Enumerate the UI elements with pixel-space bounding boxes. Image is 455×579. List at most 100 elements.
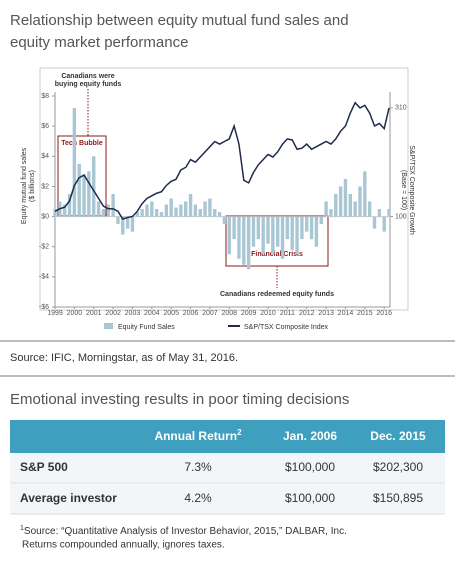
bar	[188, 193, 193, 217]
column-header: Annual Return2	[154, 428, 242, 443]
cell: 4.2%	[184, 491, 212, 505]
annotation: Canadians redeemed equity funds	[220, 291, 334, 298]
x-tick-label: 2013	[318, 310, 334, 317]
bar	[309, 216, 314, 240]
plot-frame	[39, 67, 409, 311]
bar	[213, 209, 217, 217]
table-header	[10, 420, 445, 453]
y-tick-label: -$2	[39, 244, 49, 251]
bar	[290, 216, 294, 250]
annotation-box	[57, 135, 107, 217]
x-tick-label: 1999	[47, 310, 63, 317]
bar	[348, 193, 352, 217]
legend-swatch	[104, 323, 113, 329]
bar	[242, 216, 246, 265]
x-tick-label: 2003	[125, 310, 141, 317]
y2-axis-label: (Base = 100)	[400, 170, 407, 210]
bar	[67, 193, 72, 217]
x-tick-label: 2004	[144, 310, 160, 317]
x-tick-label: 2012	[299, 310, 315, 317]
bar	[82, 174, 86, 217]
x-tick-label: 2015	[357, 310, 373, 317]
cell: $202,300	[373, 460, 423, 474]
bar	[154, 209, 159, 217]
bar	[106, 204, 110, 217]
bar	[343, 178, 348, 217]
bar	[382, 216, 386, 232]
bar	[135, 212, 139, 217]
cell: $100,000	[285, 460, 335, 474]
bar	[280, 216, 285, 259]
bar	[169, 198, 173, 217]
legend-label: Equity Fund Sales	[118, 324, 175, 331]
bar	[150, 201, 154, 217]
table-title: Emotional investing results in poor timi…	[10, 391, 349, 408]
x-tick-label: 2014	[338, 310, 354, 317]
y2-tick-label: 310	[395, 105, 407, 112]
column-header: Dec. 2015	[370, 429, 426, 443]
bar	[125, 216, 130, 229]
bar	[295, 216, 299, 255]
annotation: Tech Bubble	[61, 140, 103, 147]
bar	[305, 216, 309, 232]
bar	[251, 216, 256, 247]
footnote-marker: 1	[20, 525, 24, 532]
x-tick-label: 2002	[105, 310, 121, 317]
footnote: Returns compounded annually, ignores tax…	[22, 540, 225, 551]
x-tick-label: 2008	[221, 310, 237, 317]
bar	[324, 201, 328, 217]
row-label: Average investor	[20, 491, 117, 505]
bar	[275, 216, 280, 247]
footnote: 1Source: “Quantitative Analysis of Inves…	[20, 525, 347, 537]
y-tick-label: -$4	[39, 274, 49, 281]
bar	[193, 204, 198, 217]
line	[54, 101, 390, 220]
y-tick-label: $6	[41, 123, 49, 130]
bar	[256, 216, 261, 240]
superscript: 2	[237, 428, 242, 437]
bar	[363, 171, 367, 217]
bar	[92, 156, 96, 217]
cell: $150,895	[373, 491, 423, 505]
bar	[72, 108, 77, 217]
x-tick-label: 2011	[280, 310, 295, 317]
column-header: Jan. 2006	[283, 429, 337, 443]
bar	[164, 204, 169, 217]
bar	[246, 216, 251, 270]
footnote-text: Source: “Quantitative Analysis of Invest…	[24, 526, 347, 537]
source: Source: IFIC, Morningstar, as of May 31,…	[10, 352, 238, 364]
bar	[285, 216, 290, 240]
x-tick-label: 2001	[86, 310, 102, 317]
bar	[227, 216, 231, 255]
x-tick-label: 2005	[163, 310, 179, 317]
bar	[198, 209, 202, 217]
cell: 7.3%	[184, 460, 212, 474]
bar	[184, 201, 188, 217]
bar	[314, 216, 319, 247]
cell: $100,000	[285, 491, 335, 505]
bar	[329, 209, 333, 217]
x-tick-label: 2006	[183, 310, 199, 317]
y-axis-label: ($ billions)	[29, 170, 36, 202]
bar	[62, 204, 67, 217]
x-tick-label: 2007	[202, 310, 218, 317]
bar	[53, 209, 57, 217]
bar	[271, 216, 275, 255]
annotation: Canadians were	[61, 73, 114, 80]
bar	[96, 201, 101, 217]
bar	[372, 216, 377, 229]
bar	[338, 186, 343, 217]
y-axis-label: Equity mutual fund sales	[21, 147, 28, 224]
annotation: Financial Crisis	[251, 251, 303, 258]
bar	[217, 212, 222, 217]
x-tick-label: 2009	[241, 310, 257, 317]
bar	[116, 216, 120, 225]
bar	[300, 216, 304, 240]
table-row	[10, 453, 445, 483]
bar	[261, 216, 265, 255]
bar	[387, 209, 391, 217]
chart-title: Relationship between equity mutual fund …	[10, 12, 349, 29]
y-tick-label: $0	[41, 213, 49, 220]
row-label: S&P 500	[20, 460, 68, 474]
